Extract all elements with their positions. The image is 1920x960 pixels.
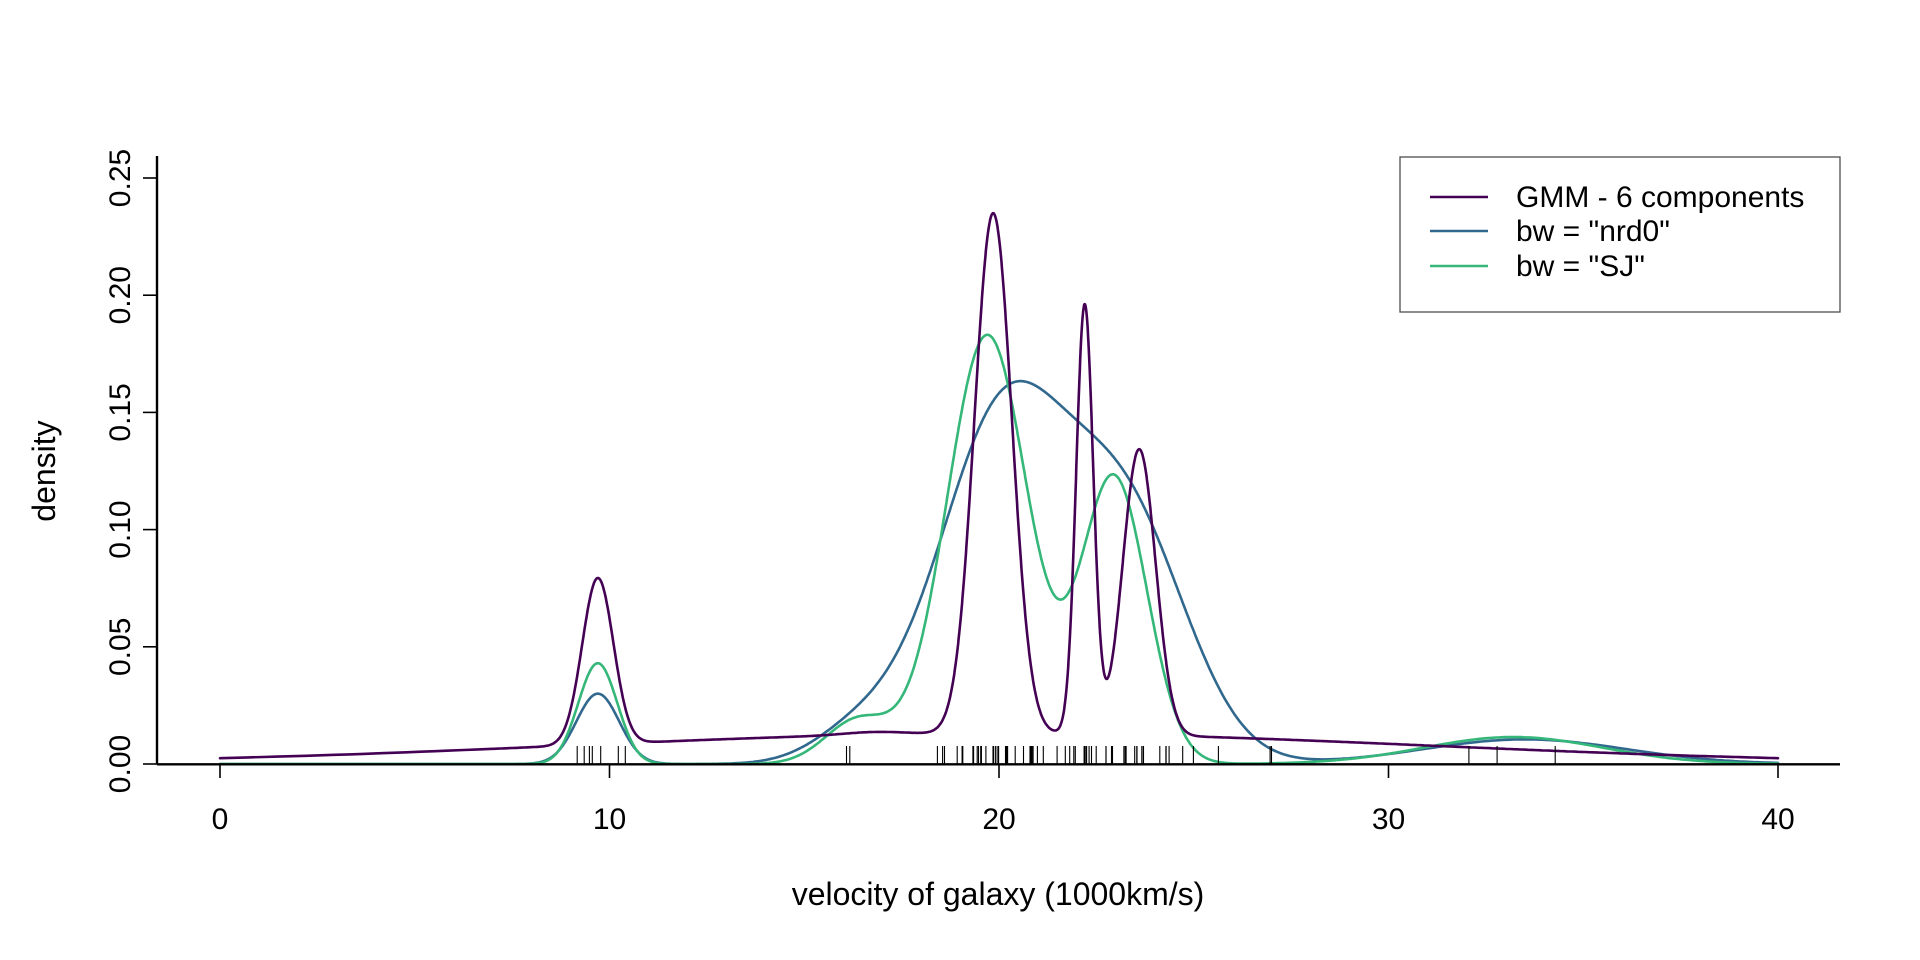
svg-text:0.05: 0.05: [104, 618, 137, 676]
svg-text:40: 40: [1761, 803, 1794, 836]
svg-text:density: density: [26, 420, 62, 521]
svg-text:0.00: 0.00: [104, 735, 137, 793]
svg-text:velocity of galaxy (1000km/s): velocity of galaxy (1000km/s): [792, 876, 1205, 912]
svg-text:bw = "SJ": bw = "SJ": [1516, 250, 1645, 283]
svg-text:30: 30: [1372, 803, 1405, 836]
svg-text:0.15: 0.15: [104, 383, 137, 441]
svg-text:0.25: 0.25: [104, 149, 137, 207]
svg-text:0: 0: [212, 803, 229, 836]
svg-text:10: 10: [593, 803, 626, 836]
svg-text:bw = "nrd0": bw = "nrd0": [1516, 215, 1670, 248]
svg-text:0.20: 0.20: [104, 266, 137, 324]
svg-text:0.10: 0.10: [104, 500, 137, 558]
svg-text:20: 20: [982, 803, 1015, 836]
svg-text:GMM - 6 components: GMM - 6 components: [1516, 181, 1804, 214]
